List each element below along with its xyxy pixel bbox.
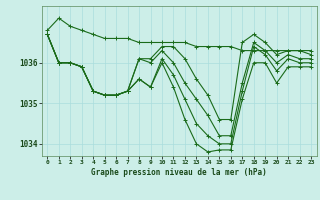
X-axis label: Graphe pression niveau de la mer (hPa): Graphe pression niveau de la mer (hPa) (91, 168, 267, 177)
